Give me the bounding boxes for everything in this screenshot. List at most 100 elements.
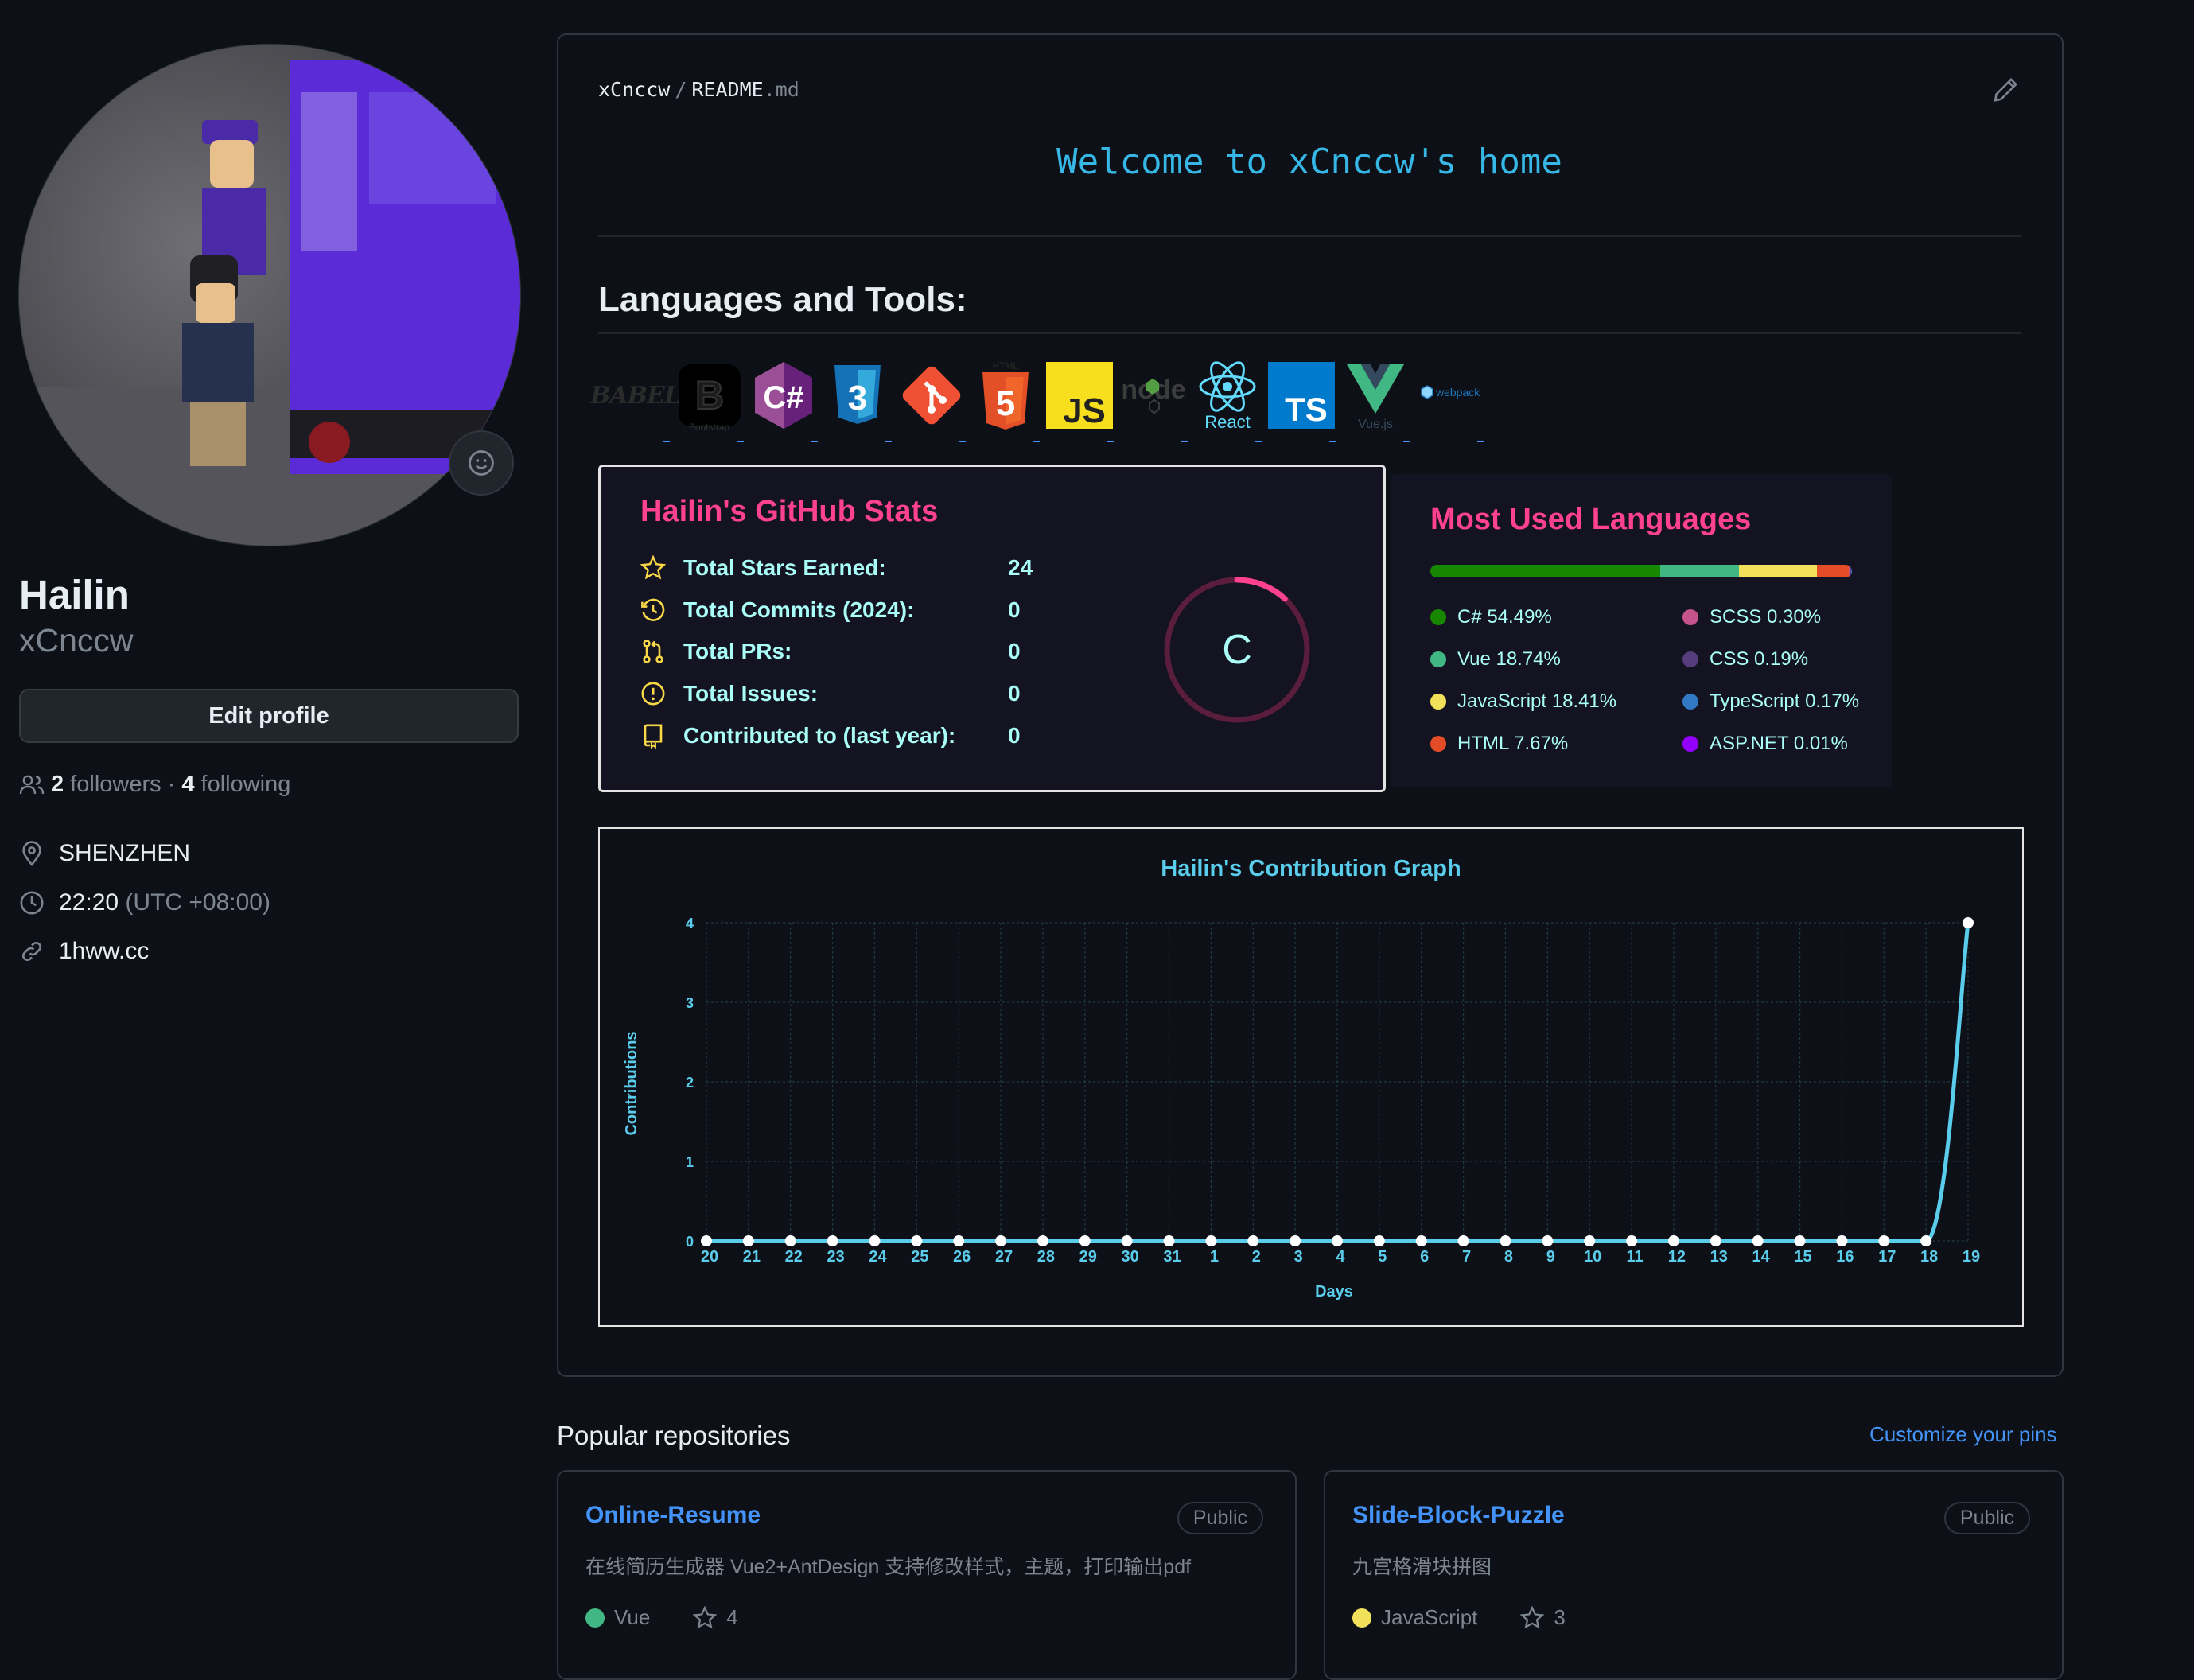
star-icon[interactable] <box>693 1606 717 1630</box>
x-tick-label: 3 <box>1294 1248 1303 1266</box>
language-item: TypeScript 0.17% <box>1682 690 1859 713</box>
readme-file-ext: .md <box>764 78 799 101</box>
typescript-logo-text: TS <box>1285 391 1328 428</box>
data-point <box>1795 1235 1806 1246</box>
x-tick-label: 29 <box>1079 1248 1097 1266</box>
stat-value: 0 <box>1008 723 1021 749</box>
website-link[interactable]: 1hww.cc <box>59 938 149 965</box>
repo-description: 在线简历生成器 Vue2+AntDesign 支持修改样式，主题，打印输出pdf <box>585 1551 1191 1580</box>
react-logo: React <box>1194 360 1261 431</box>
people-icon <box>19 772 45 798</box>
x-tick-label: 10 <box>1584 1248 1601 1266</box>
x-tick-label: 11 <box>1626 1248 1643 1266</box>
nodejs-icon[interactable]: node <box>1116 356 1190 434</box>
stat-label: Total Commits (2024): <box>683 597 1008 623</box>
edit-profile-button[interactable]: Edit profile <box>19 689 519 743</box>
repo-name-link[interactable]: Slide-Block-Puzzle <box>1352 1502 1565 1529</box>
language-color-dot <box>1682 651 1698 667</box>
repo-name-link[interactable]: Online-Resume <box>585 1502 761 1529</box>
rank-letter: C <box>1222 627 1252 673</box>
readme-owner-link[interactable]: xCnccw <box>598 78 670 101</box>
following-link[interactable]: 4 following <box>181 772 290 798</box>
typescript-icon[interactable]: TS <box>1264 356 1338 434</box>
avatar-image <box>19 45 520 546</box>
data-point <box>1374 1235 1385 1246</box>
visibility-badge: Public <box>1177 1502 1263 1534</box>
data-point <box>911 1235 922 1246</box>
repo-language: Vue <box>614 1605 650 1630</box>
local-time: 22:20 <box>59 889 119 916</box>
css3-logo: 3 <box>831 364 884 427</box>
local-time-row: 22:20 (UTC +08:00) <box>19 889 270 916</box>
git-icon[interactable] <box>894 356 968 434</box>
link-icon <box>19 939 45 964</box>
language-item: Vue 18.74% <box>1430 648 1561 671</box>
star-icon[interactable] <box>1520 1606 1544 1630</box>
stat-value: 0 <box>1008 681 1021 706</box>
language-item: JavaScript 18.41% <box>1430 690 1616 713</box>
data-point <box>701 1235 712 1246</box>
edit-readme-button[interactable] <box>1992 76 2019 107</box>
avatar[interactable] <box>18 44 521 546</box>
language-name: Vue <box>1457 648 1491 670</box>
repo-stars[interactable]: 4 <box>726 1605 737 1630</box>
language-color-dot <box>1682 694 1698 710</box>
follow-separator: · <box>168 772 176 798</box>
x-tick-label: 9 <box>1546 1248 1555 1266</box>
data-point <box>869 1235 880 1246</box>
stat-label: Total PRs: <box>683 639 1008 664</box>
data-point <box>953 1235 964 1246</box>
vuejs-icon[interactable]: Vue.js <box>1338 356 1412 434</box>
data-point <box>1584 1235 1595 1246</box>
react-icon[interactable]: React <box>1190 356 1264 434</box>
customize-pins-link[interactable]: Customize your pins <box>1869 1422 2057 1447</box>
language-color-dot <box>1682 609 1698 625</box>
divider <box>598 332 2021 334</box>
x-axis-label: Days <box>1315 1283 1353 1301</box>
stat-row-stars: Total Stars Earned: 24 <box>640 555 1033 581</box>
data-point <box>1164 1235 1175 1246</box>
clock-icon <box>19 890 45 916</box>
data-point <box>1963 917 1974 928</box>
set-status-button[interactable] <box>449 430 514 496</box>
stat-value: 24 <box>1008 555 1033 581</box>
javascript-logo-text: JS <box>1063 391 1106 429</box>
csharp-logo-text: C# <box>763 380 803 415</box>
webpack-logo: webpack <box>1414 379 1485 411</box>
bootstrap-logo: B <box>677 363 742 428</box>
x-tick-label: 6 <box>1420 1248 1429 1266</box>
css3-icon[interactable]: 3 <box>820 356 894 434</box>
babel-icon[interactable]: BABEL <box>598 356 672 434</box>
data-point <box>1079 1235 1091 1246</box>
x-tick-label: 13 <box>1710 1248 1728 1266</box>
language-name: CSS <box>1710 648 1749 670</box>
webpack-logo-text: webpack <box>1435 386 1480 399</box>
csharp-icon[interactable]: C# <box>746 356 820 434</box>
data-point <box>1500 1235 1511 1246</box>
language-segment <box>1817 565 1850 578</box>
stat-value: 0 <box>1008 639 1021 664</box>
followers-link[interactable]: 2 followers <box>51 772 161 798</box>
language-color-dot <box>1682 736 1698 752</box>
repo-stars[interactable]: 3 <box>1554 1605 1565 1630</box>
stat-label: Contributed to (last year): <box>683 723 1008 749</box>
data-point <box>743 1235 754 1246</box>
language-item: SCSS 0.30% <box>1682 606 1821 628</box>
x-tick-label: 19 <box>1963 1248 1980 1266</box>
stat-row-contributed: Contributed to (last year): 0 <box>640 723 1021 749</box>
webpack-icon[interactable]: webpack <box>1412 356 1486 434</box>
javascript-icon[interactable]: JS <box>1042 356 1116 434</box>
location-row: SHENZHEN <box>19 840 190 867</box>
languages-card-title: Most Used Languages <box>1430 503 1751 537</box>
x-tick-label: 4 <box>1336 1248 1345 1266</box>
repo-language: JavaScript <box>1381 1605 1477 1630</box>
x-tick-label: 7 <box>1462 1248 1471 1266</box>
bootstrap-icon[interactable]: B Bootstrap <box>672 356 746 434</box>
x-tick-label: 31 <box>1163 1248 1181 1266</box>
data-point <box>1836 1235 1847 1246</box>
language-percent: 0.30% <box>1767 606 1821 628</box>
language-item: ASP.NET 0.01% <box>1682 733 1848 755</box>
language-color-dot <box>1430 694 1446 710</box>
